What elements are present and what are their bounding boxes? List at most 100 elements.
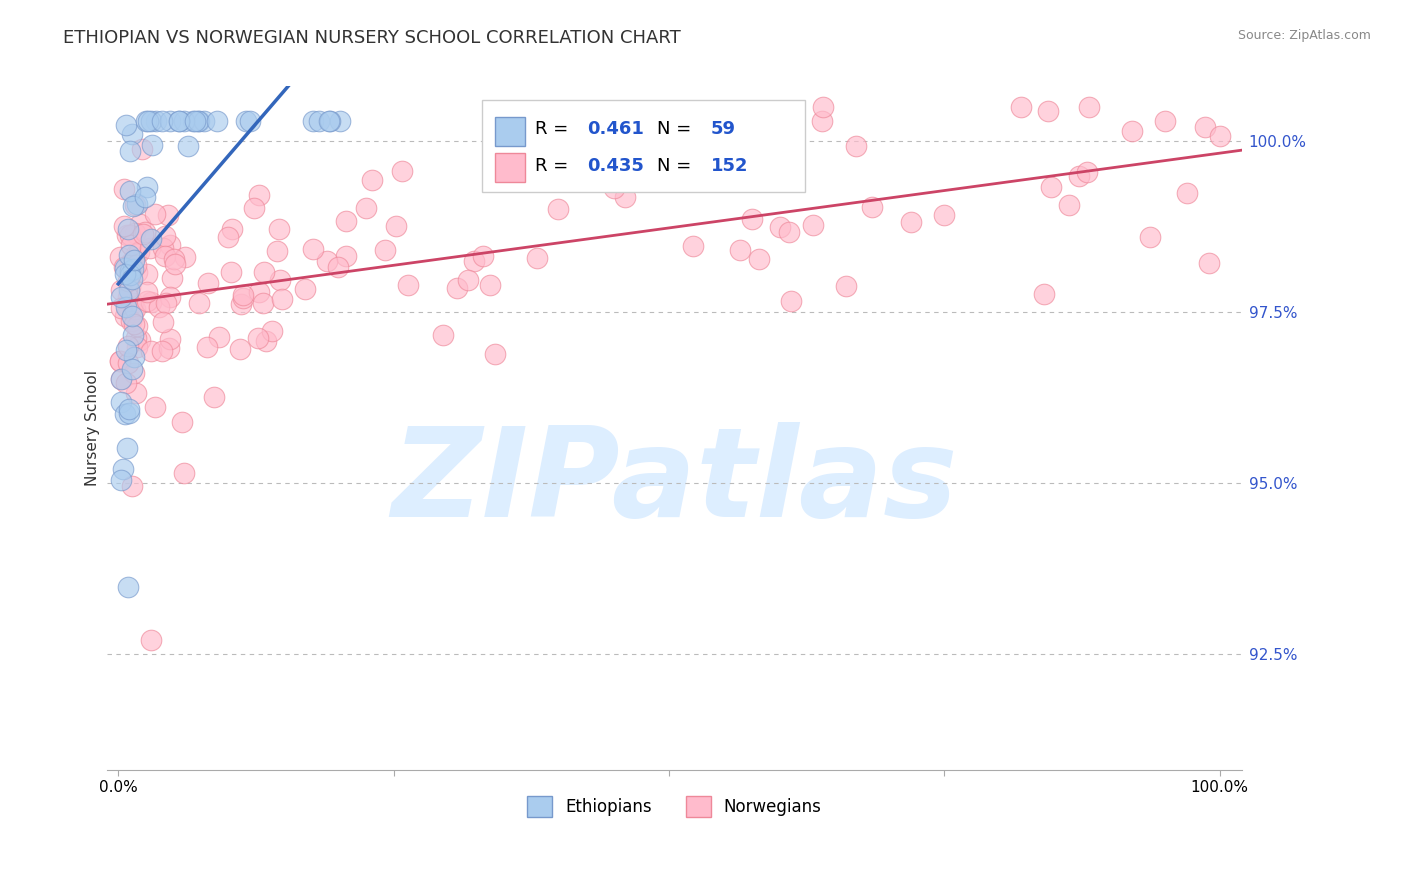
Point <box>269 273 291 287</box>
Point <box>110 301 132 315</box>
Point <box>665 169 688 183</box>
Point <box>457 273 479 287</box>
Point <box>308 113 330 128</box>
Point <box>172 415 194 429</box>
Point <box>114 260 136 275</box>
Point <box>302 243 325 257</box>
Point <box>811 114 834 128</box>
Point <box>1121 124 1143 138</box>
Point <box>934 208 956 222</box>
Point <box>117 339 139 353</box>
Point <box>1194 120 1216 134</box>
Point <box>121 198 143 212</box>
Point <box>165 257 187 271</box>
Text: 59: 59 <box>711 120 735 138</box>
Point <box>125 265 148 279</box>
Point <box>184 113 207 128</box>
Point <box>159 113 181 128</box>
Point <box>121 305 143 319</box>
Point <box>319 113 342 128</box>
Point <box>174 250 197 264</box>
Point <box>613 190 636 204</box>
Point <box>125 340 148 354</box>
Point <box>118 228 141 243</box>
Point <box>120 314 142 328</box>
Point <box>193 113 215 128</box>
Point <box>1175 186 1198 200</box>
Text: 0.435: 0.435 <box>588 157 644 176</box>
Point <box>118 185 141 199</box>
Point <box>117 356 139 370</box>
Point <box>1032 286 1054 301</box>
Point <box>110 290 132 304</box>
Point <box>360 173 382 187</box>
Point <box>778 225 800 239</box>
Point <box>177 139 200 153</box>
Point <box>118 264 141 278</box>
Point <box>150 344 173 359</box>
Point <box>202 390 225 404</box>
Point <box>207 113 229 128</box>
Point <box>173 113 195 128</box>
Point <box>139 633 162 648</box>
Point <box>253 264 276 278</box>
Point <box>1010 100 1032 114</box>
Point <box>318 113 340 128</box>
Point <box>197 277 219 291</box>
Point <box>141 232 163 246</box>
Point <box>114 267 136 281</box>
Point <box>114 300 136 314</box>
Point <box>862 200 884 214</box>
Point <box>125 385 148 400</box>
Point <box>131 227 153 242</box>
Point <box>845 139 868 153</box>
Point <box>484 347 506 361</box>
Point <box>124 198 146 212</box>
Point <box>900 215 922 229</box>
Point <box>326 260 349 275</box>
Point <box>374 243 396 257</box>
Point <box>122 253 145 268</box>
Legend: Ethiopians, Norwegians: Ethiopians, Norwegians <box>520 789 828 823</box>
Point <box>603 181 626 195</box>
Point <box>118 402 141 417</box>
Point <box>129 217 152 231</box>
Point <box>232 287 254 301</box>
Point <box>124 301 146 316</box>
Point <box>108 354 131 368</box>
Point <box>117 290 139 304</box>
Point <box>114 376 136 390</box>
Point <box>139 113 162 128</box>
Text: Source: ZipAtlas.com: Source: ZipAtlas.com <box>1237 29 1371 43</box>
Point <box>242 201 264 215</box>
Point <box>1208 129 1230 144</box>
Point <box>127 196 149 211</box>
Point <box>136 113 159 128</box>
Point <box>217 229 239 244</box>
Point <box>128 334 150 348</box>
Text: N =: N = <box>658 157 697 176</box>
Point <box>121 479 143 493</box>
Point <box>114 298 136 312</box>
Point <box>335 249 357 263</box>
Point <box>247 331 270 345</box>
Point <box>110 372 132 386</box>
FancyBboxPatch shape <box>495 153 524 182</box>
Point <box>709 167 731 181</box>
Point <box>335 214 357 228</box>
Point <box>134 190 156 204</box>
Point <box>136 179 159 194</box>
Point <box>122 296 145 310</box>
Point <box>117 580 139 594</box>
Point <box>131 142 153 156</box>
Text: 152: 152 <box>711 157 748 176</box>
Point <box>228 343 250 357</box>
Point <box>139 242 162 256</box>
Point <box>118 268 141 282</box>
Point <box>145 206 167 220</box>
Point <box>769 219 792 234</box>
Point <box>163 252 186 266</box>
Point <box>239 113 262 128</box>
Point <box>1153 114 1175 128</box>
Point <box>231 297 253 311</box>
